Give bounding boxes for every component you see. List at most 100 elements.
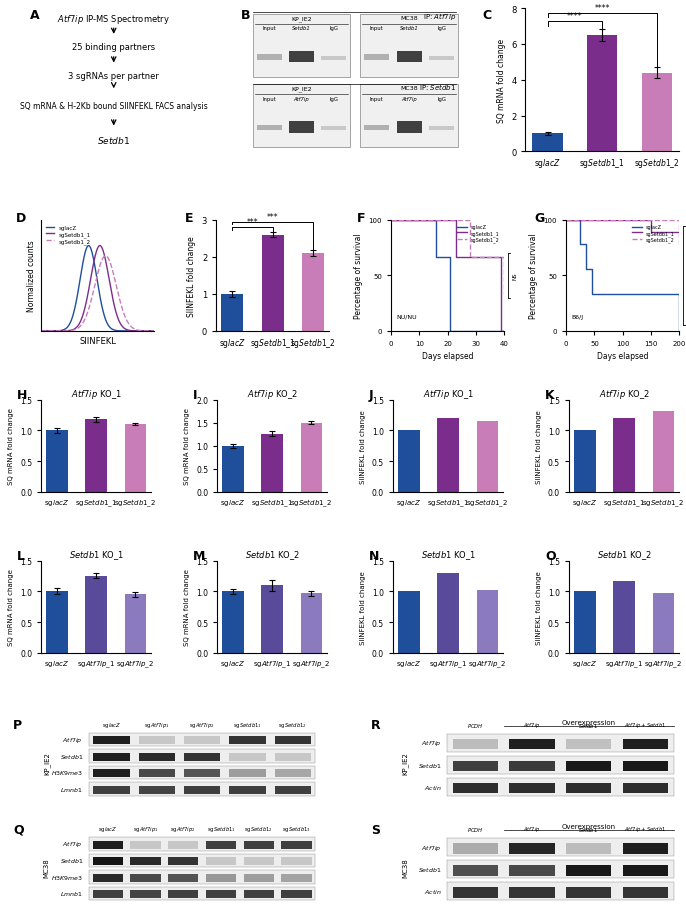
Text: $\it{H3K9 me3}$: $\it{H3K9 me3}$ xyxy=(51,769,83,776)
Y-axis label: SIINFEKL fold change: SIINFEKL fold change xyxy=(360,409,366,483)
Bar xyxy=(184,753,220,761)
Bar xyxy=(360,85,458,148)
Text: $\it{Atf7ip}$: $\it{Atf7ip}$ xyxy=(421,843,441,852)
Text: H: H xyxy=(17,389,27,402)
Y-axis label: SQ mRNA fold change: SQ mRNA fold change xyxy=(185,408,191,485)
Bar xyxy=(125,425,146,493)
Text: $\it{Lmnb1}$: $\it{Lmnb1}$ xyxy=(60,889,83,897)
Bar xyxy=(447,778,674,795)
Bar xyxy=(168,890,198,898)
Bar xyxy=(566,865,611,875)
Text: sg$\it{Atf7ip_1}$: sg$\it{Atf7ip_1}$ xyxy=(132,824,158,834)
Bar xyxy=(206,890,236,898)
Bar xyxy=(168,874,198,882)
Bar xyxy=(257,126,282,131)
Bar xyxy=(509,844,554,854)
Text: $\it{Atf7ip}$: $\it{Atf7ip}$ xyxy=(523,720,541,729)
Text: C: C xyxy=(482,9,492,22)
Bar xyxy=(139,770,175,778)
Bar xyxy=(453,761,498,772)
Bar xyxy=(184,737,220,744)
Bar xyxy=(566,783,611,793)
Text: B6/J: B6/J xyxy=(572,314,584,319)
Text: $\it{H3K9 me3}$: $\it{H3K9 me3}$ xyxy=(51,873,83,881)
Bar xyxy=(397,122,422,133)
Text: $\it{Setdb1}$: $\it{Setdb1}$ xyxy=(578,721,599,729)
Text: Input: Input xyxy=(263,97,276,101)
Text: $\it{Setdb1}$: $\it{Setdb1}$ xyxy=(60,856,83,865)
Title: $\it{Setdb1}$ KO_1: $\it{Setdb1}$ KO_1 xyxy=(69,548,123,561)
Bar xyxy=(229,737,265,744)
Text: MC38: MC38 xyxy=(44,857,50,877)
Text: $\it{Actin}$: $\it{Actin}$ xyxy=(423,887,441,895)
Text: Input: Input xyxy=(263,26,276,31)
Bar xyxy=(130,857,161,865)
Text: IgG: IgG xyxy=(329,97,338,101)
Bar xyxy=(623,739,668,750)
Bar xyxy=(93,890,123,898)
Text: ****: **** xyxy=(595,4,610,13)
Bar xyxy=(300,423,322,493)
Text: sg$\it{Setdb1_3}$: sg$\it{Setdb1_3}$ xyxy=(282,824,311,834)
Text: MC38: MC38 xyxy=(401,87,418,91)
Text: IgG: IgG xyxy=(329,26,338,31)
Bar xyxy=(244,874,274,882)
Bar xyxy=(360,15,458,77)
Bar xyxy=(88,854,316,867)
Text: N: N xyxy=(369,550,379,563)
Text: sg$\it{Atf7ip_2}$: sg$\it{Atf7ip_2}$ xyxy=(189,720,215,729)
Text: $\it{Atf7ip}$: $\it{Atf7ip}$ xyxy=(62,839,83,848)
Text: D: D xyxy=(16,212,27,225)
Bar xyxy=(88,732,316,746)
Text: Q: Q xyxy=(13,823,24,836)
Y-axis label: SQ mRNA fold change: SQ mRNA fold change xyxy=(8,568,14,646)
Title: $\it{Atf7ip}$ KO_2: $\it{Atf7ip}$ KO_2 xyxy=(599,387,650,400)
Bar xyxy=(364,126,389,131)
X-axis label: Days elapsed: Days elapsed xyxy=(422,352,473,361)
Text: $\it{Setdb1}$: $\it{Setdb1}$ xyxy=(418,865,441,873)
Text: 25 binding partners: 25 binding partners xyxy=(72,43,155,52)
Bar xyxy=(130,841,161,849)
Bar xyxy=(623,783,668,793)
Bar xyxy=(397,52,422,63)
Bar xyxy=(281,874,311,882)
Bar xyxy=(509,739,554,750)
Bar xyxy=(88,886,316,900)
Bar xyxy=(206,841,236,849)
Bar xyxy=(302,254,324,332)
Text: R: R xyxy=(371,719,381,732)
Bar xyxy=(322,127,346,131)
Text: NU/NU: NU/NU xyxy=(397,314,418,319)
Bar xyxy=(587,36,617,152)
Bar xyxy=(222,294,244,332)
Bar xyxy=(429,56,454,61)
Text: $\it{Setdb1}$: $\it{Setdb1}$ xyxy=(60,752,83,760)
Bar xyxy=(93,737,130,744)
Bar xyxy=(509,783,554,793)
Bar xyxy=(274,753,311,761)
Bar xyxy=(88,749,316,763)
Text: Setdb1: Setdb1 xyxy=(292,26,311,31)
Text: $\it{Lmnb1}$: $\it{Lmnb1}$ xyxy=(60,785,83,793)
Bar xyxy=(566,739,611,750)
Legend: sglacZ, sgSetdb1_1, sgSetdb1_2: sglacZ, sgSetdb1_1, sgSetdb1_2 xyxy=(44,223,93,247)
Bar xyxy=(289,122,314,133)
Bar xyxy=(447,882,674,900)
Bar xyxy=(652,593,674,653)
Y-axis label: SIINFEKL fold change: SIINFEKL fold change xyxy=(360,570,366,644)
Text: Overexpression: Overexpression xyxy=(561,824,615,829)
Bar xyxy=(532,134,563,152)
Legend: sglacZ, sgSetdb1_1, sgSetdb1_2: sglacZ, sgSetdb1_1, sgSetdb1_2 xyxy=(456,223,501,245)
Text: J: J xyxy=(369,389,374,402)
X-axis label: SIINFEKL: SIINFEKL xyxy=(79,337,116,346)
Bar xyxy=(398,592,420,653)
Y-axis label: Percentage of survival: Percentage of survival xyxy=(529,233,538,319)
Bar xyxy=(93,874,123,882)
Text: sg$\it{Setdb1_2}$: sg$\it{Setdb1_2}$ xyxy=(279,720,307,729)
Text: $\it{PCDH}$: $\it{PCDH}$ xyxy=(467,825,484,834)
Y-axis label: SIINFEKL fold change: SIINFEKL fold change xyxy=(187,236,196,316)
Legend: sglacZ, sgSetdb1_1, sgSetdb1_2: sglacZ, sgSetdb1_1, sgSetdb1_2 xyxy=(630,223,676,245)
Bar xyxy=(300,594,322,653)
Text: IP: $\it{Atf7ip}$: IP: $\it{Atf7ip}$ xyxy=(423,11,456,22)
Bar xyxy=(322,56,346,61)
